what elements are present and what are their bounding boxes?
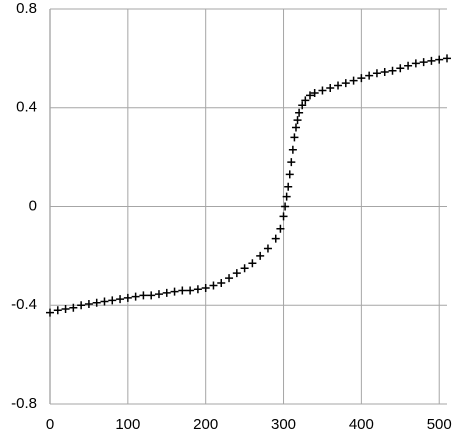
y-tick-label: 0.8 [16, 0, 37, 17]
marker [305, 91, 314, 100]
marker [357, 74, 366, 83]
marker [162, 288, 171, 297]
marker [170, 287, 179, 296]
marker [287, 158, 296, 167]
marker [77, 301, 86, 310]
y-tick-label: 0 [29, 197, 37, 214]
marker [108, 296, 117, 305]
marker [279, 212, 288, 221]
marker [281, 202, 290, 211]
marker [380, 67, 389, 76]
marker [123, 293, 132, 302]
marker [285, 170, 294, 179]
marker [225, 274, 234, 283]
marker [310, 88, 319, 97]
marker [154, 290, 163, 299]
marker [178, 286, 187, 295]
marker [69, 303, 78, 312]
marker [61, 304, 70, 313]
marker [131, 292, 140, 301]
marker [298, 101, 307, 110]
marker [240, 264, 249, 273]
marker [53, 306, 62, 315]
x-tick-label: 300 [271, 416, 296, 433]
marker [282, 192, 291, 201]
marker [290, 133, 299, 142]
x-tick-label: 0 [46, 416, 54, 433]
marker [147, 291, 156, 300]
marker [193, 285, 202, 294]
marker [201, 283, 210, 292]
marker [404, 61, 413, 70]
x-tick-label: 500 [427, 416, 452, 433]
marker [419, 58, 428, 67]
marker [301, 96, 310, 105]
marker [116, 295, 125, 304]
marker [271, 234, 280, 243]
marker [372, 69, 381, 78]
marker [186, 286, 195, 295]
marker [334, 81, 343, 90]
marker [396, 64, 405, 73]
marker [209, 281, 218, 290]
marker [263, 244, 272, 253]
marker [318, 86, 327, 95]
marker [288, 145, 297, 154]
marker [427, 56, 436, 65]
marker [139, 291, 148, 300]
x-tick-label: 100 [115, 416, 140, 433]
y-tick-label: -0.8 [11, 395, 37, 412]
marker [232, 269, 241, 278]
marker [341, 79, 350, 88]
marker [388, 66, 397, 75]
marker [276, 224, 285, 233]
marker [435, 55, 444, 64]
marker [248, 259, 257, 268]
marker [295, 108, 304, 117]
marker [349, 76, 358, 85]
marker [84, 300, 93, 309]
marker [291, 123, 300, 132]
x-tick-label: 200 [193, 416, 218, 433]
marker [256, 251, 265, 260]
marker [92, 298, 101, 307]
marker [443, 54, 451, 63]
marker [100, 297, 109, 306]
marker [217, 279, 226, 288]
y-tick-label: -0.4 [11, 296, 37, 313]
marker [326, 84, 335, 92]
x-tick-label: 400 [349, 416, 374, 433]
marker [46, 308, 54, 317]
marker [284, 182, 293, 191]
marker [293, 116, 302, 125]
y-tick-label: 0.4 [16, 99, 37, 116]
marker [365, 71, 374, 80]
marker [411, 59, 420, 68]
